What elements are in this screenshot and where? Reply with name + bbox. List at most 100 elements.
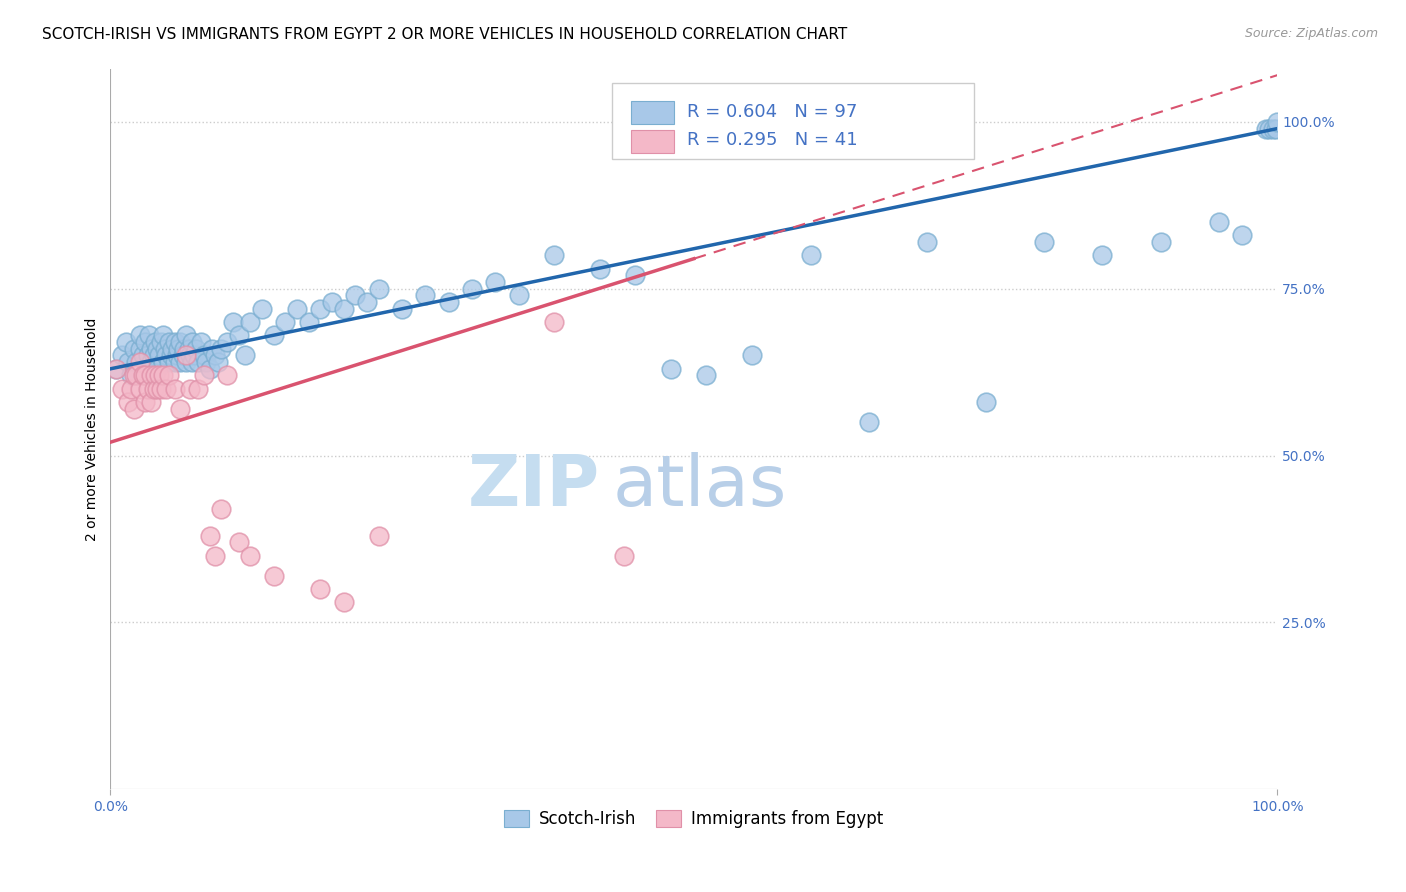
Point [239,315,262,329]
Point [152,368,174,383]
Point [1208,215,1230,229]
Point [117,355,139,369]
Point [136,349,159,363]
Point [128,328,150,343]
Point [169,335,191,350]
Point [179,382,201,396]
Point [117,395,139,409]
Point [309,582,332,596]
Point [173,342,195,356]
Point [543,315,565,329]
Point [1091,248,1114,262]
Point [141,395,163,409]
FancyBboxPatch shape [631,101,673,124]
Point [1258,121,1281,136]
Point [136,382,159,396]
FancyBboxPatch shape [612,83,974,159]
Point [204,549,226,563]
Point [222,315,245,329]
Point [187,355,209,369]
Point [142,382,165,396]
Point [177,342,200,356]
Point [143,335,166,350]
Text: ZIP: ZIP [468,452,600,521]
Point [141,355,163,369]
Text: atlas: atlas [612,452,786,521]
Point [134,395,156,409]
Point [589,261,612,276]
Point [134,368,156,383]
Point [741,349,763,363]
Point [120,382,142,396]
Point [111,349,134,363]
Point [201,342,224,356]
Point [184,342,207,356]
Point [111,382,134,396]
Point [157,355,180,369]
Y-axis label: 2 or more Vehicles in Household: 2 or more Vehicles in Household [86,318,100,541]
Point [120,368,142,383]
Point [163,335,186,350]
Point [1265,121,1288,136]
Point [152,355,174,369]
Point [484,275,506,289]
Point [141,368,163,383]
Point [250,301,273,316]
Point [1254,121,1277,136]
Point [128,382,150,396]
Point [155,349,177,363]
Point [204,349,226,363]
Point [1149,235,1171,249]
Point [157,335,180,350]
Point [125,368,148,383]
Point [160,349,183,363]
Point [198,361,221,376]
Point [172,349,194,363]
Point [146,382,169,396]
Point [146,342,169,356]
Point [799,248,821,262]
Point [155,382,177,396]
Point [142,349,165,363]
Legend: Scotch-Irish, Immigrants from Egypt: Scotch-Irish, Immigrants from Egypt [498,804,890,835]
Point [148,349,170,363]
Point [125,355,148,369]
Point [169,355,191,369]
Text: R = 0.295   N = 41: R = 0.295 N = 41 [688,131,858,149]
Point [543,248,565,262]
Point [122,368,145,383]
Point [858,415,880,429]
Point [167,342,190,356]
Point [143,368,166,383]
Point [367,528,389,542]
Point [163,355,186,369]
Point [148,368,170,383]
Point [179,349,201,363]
Point [149,382,172,396]
Point [193,349,215,363]
Point [174,328,197,343]
Point [263,568,285,582]
Point [141,342,163,356]
Point [163,382,186,396]
Point [122,401,145,416]
Point [181,335,204,350]
Point [169,401,191,416]
Point [190,335,212,350]
Point [1265,115,1288,129]
Point [695,368,717,383]
Point [181,355,204,369]
Point [193,368,215,383]
Point [415,288,437,302]
Point [624,268,647,283]
Point [132,368,155,383]
Point [659,361,682,376]
Point [174,349,197,363]
Point [239,549,262,563]
Point [105,361,128,376]
Point [508,288,530,302]
Point [217,335,239,350]
Point [166,349,188,363]
Point [209,342,232,356]
Point [1232,228,1254,243]
